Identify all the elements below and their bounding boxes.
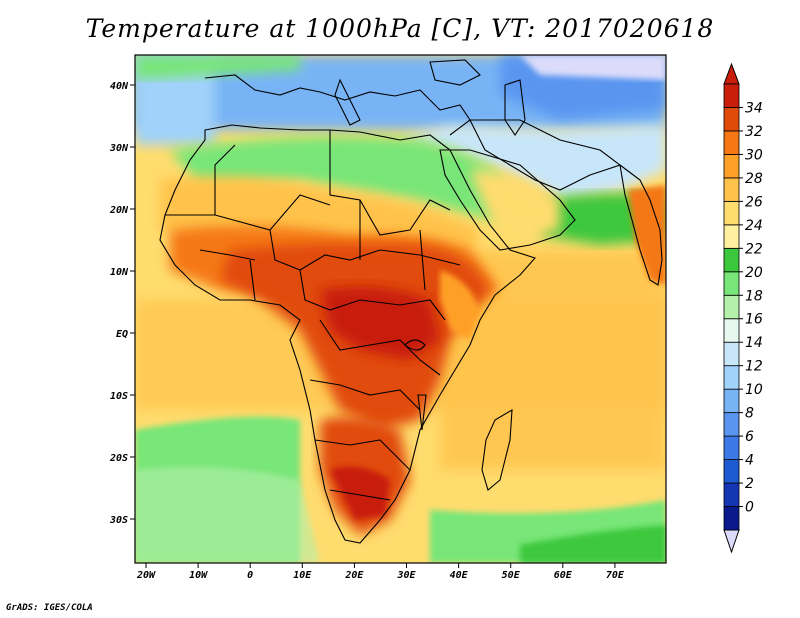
lon-tick-label: 0	[247, 570, 253, 581]
colorbar-swatch	[723, 107, 740, 132]
colorbar-label: 10	[745, 382, 763, 398]
colorbar-swatch	[723, 388, 740, 414]
colorbar-label: 32	[745, 124, 763, 140]
lat-tick-label: 30S	[109, 515, 128, 526]
colorbar-label: 30	[745, 147, 763, 163]
lat-tick-label: 20N	[109, 205, 129, 216]
longitude-axis: 20W 10W 0 10E 20E 30E 40E 50E 60E 70E	[136, 563, 625, 581]
lon-tick-label: 10W	[189, 570, 208, 581]
colorbar-label: 22	[745, 241, 763, 257]
colorbar-label: 6	[745, 429, 754, 445]
colorbar-swatch	[723, 365, 740, 390]
lon-tick-label: 50E	[502, 570, 521, 581]
colorbar-label: 14	[745, 335, 763, 351]
colorbar-swatch	[723, 154, 740, 179]
colorbar-label: 2	[745, 476, 754, 492]
lon-tick-label: 20W	[136, 570, 156, 581]
colorbar-under-arrow	[723, 529, 740, 554]
colorbar-swatch	[723, 482, 740, 507]
colorbar-swatch	[723, 271, 740, 296]
colorbar-label: 26	[745, 194, 763, 210]
lon-tick-label: 20E	[344, 570, 364, 581]
colorbar-swatch	[723, 435, 740, 460]
colorbar-swatch	[723, 200, 740, 226]
lat-tick-label: 30N	[109, 143, 129, 154]
colorbar-swatch	[723, 224, 740, 249]
colorbar-swatch	[723, 318, 740, 343]
colorbar-label: 8	[745, 406, 754, 422]
lon-tick-label: 40E	[450, 570, 469, 581]
colorbar-over-arrow	[723, 62, 740, 85]
colorbar-swatch	[723, 412, 740, 437]
lat-tick-label: 40N	[110, 81, 129, 92]
lon-tick-label: 10E	[293, 570, 312, 581]
temperature-field	[135, 55, 666, 563]
colorbar-swatch	[723, 177, 740, 202]
colorbar-swatch	[723, 83, 740, 108]
lat-tick-label: 10N	[110, 267, 129, 278]
colorbar-swatch	[723, 341, 740, 367]
colorbar-label: 0	[745, 500, 754, 516]
colorbar-swatch	[723, 130, 740, 155]
colorbar-swatch	[723, 506, 740, 531]
colorbar-label: 20	[745, 265, 763, 281]
lon-tick-label: 60E	[554, 570, 573, 581]
plot-frame	[134, 54, 667, 564]
lon-tick-label: 70E	[606, 570, 625, 581]
grads-credit: GrADS: IGES/COLA	[6, 603, 93, 613]
colorbar-label: 28	[745, 171, 763, 187]
lat-tick-label: 20S	[109, 453, 128, 464]
chart-title: Temperature at 1000hPa [C], VT: 20170206…	[85, 14, 715, 43]
colorbar-label: 24	[745, 218, 763, 234]
latitude-axis: 40N 30N 20N 10N EQ 10S 20S 30S	[109, 81, 135, 526]
coastlines	[159, 59, 663, 544]
colorbar-label: 16	[745, 312, 763, 328]
colorbar-swatch	[723, 247, 740, 273]
lat-tick-label: 10S	[110, 391, 128, 402]
colorbar-swatch	[723, 459, 740, 484]
colorbar-label: 34	[745, 100, 763, 116]
lon-tick-label: 30E	[396, 570, 416, 581]
lat-tick-label: EQ	[116, 329, 128, 340]
colorbar-label: 4	[745, 453, 754, 469]
colorbar-swatch	[723, 294, 740, 320]
colorbar-label: 12	[745, 359, 763, 375]
colorbar-label: 18	[745, 288, 763, 304]
